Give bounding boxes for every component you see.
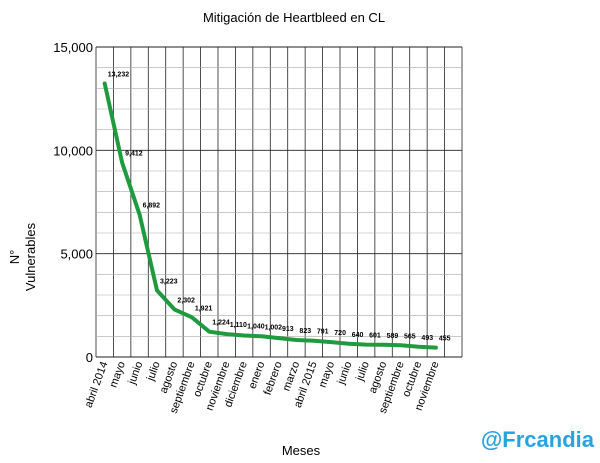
data-label: 565 — [404, 333, 416, 340]
data-label: 1,110 — [230, 322, 247, 329]
watermark: @Frcandia — [481, 427, 595, 452]
x-tick-label: julio — [354, 360, 372, 383]
y-tick-label: 10,000 — [53, 143, 93, 158]
data-label: 1,921 — [195, 305, 213, 312]
x-tick-label: junio — [126, 360, 146, 387]
x-tick-label: mayo — [107, 360, 127, 389]
data-label: 1,040 — [247, 324, 265, 331]
data-label: 1,002 — [265, 324, 283, 331]
data-label: 913 — [282, 326, 294, 333]
x-tick-label: abril 2014 — [83, 360, 111, 410]
data-label: 640 — [352, 332, 364, 339]
data-label: 3,223 — [160, 278, 178, 285]
data-label: 455 — [439, 336, 451, 343]
x-axis-label: Meses — [282, 443, 321, 458]
y-tick-label: 5,000 — [60, 247, 93, 262]
y-axis-label-line-1: N° — [7, 250, 22, 265]
data-label: 1,224 — [212, 320, 230, 327]
y-tick-label: 0 — [86, 350, 93, 365]
data-label: 791 — [317, 329, 329, 336]
y-tick-label: 15,000 — [53, 40, 93, 55]
data-label: 720 — [334, 330, 346, 337]
y-axis-label-line-2: Vulnerables — [23, 222, 38, 291]
data-label: 9,412 — [125, 150, 143, 157]
x-tick-label: julio — [145, 360, 163, 383]
series-line — [102, 81, 438, 350]
chart-title: Mitigación de Heartbleed en CL — [203, 10, 385, 25]
x-tick-label: mayo — [317, 360, 337, 389]
data-label: 823 — [299, 328, 311, 335]
data-label: 601 — [369, 333, 381, 340]
y-axis-label: N° Vulnerables — [7, 222, 38, 291]
data-label: 13,232 — [108, 72, 130, 79]
data-label: 2,302 — [177, 297, 195, 304]
data-label: 6,892 — [143, 203, 161, 210]
data-label: 589 — [387, 333, 399, 340]
data-label: 493 — [421, 335, 433, 342]
x-tick-label: junio — [335, 360, 355, 387]
y-tick-labels: 0 5,000 10,000 15,000 — [53, 40, 93, 365]
grid — [95, 46, 463, 358]
